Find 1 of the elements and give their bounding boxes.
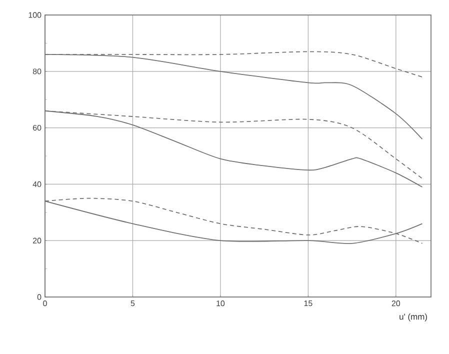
x-axis-title: u' (mm) bbox=[400, 313, 427, 322]
